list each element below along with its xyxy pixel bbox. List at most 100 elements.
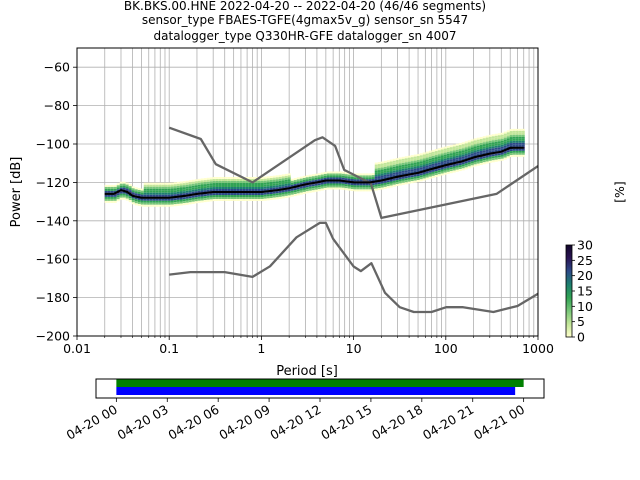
density-cell bbox=[209, 197, 213, 200]
density-cell bbox=[194, 191, 198, 194]
density-cell bbox=[146, 188, 150, 191]
density-cell bbox=[374, 176, 378, 179]
density-cell bbox=[224, 197, 228, 199]
density-cell bbox=[218, 185, 222, 187]
density-cell bbox=[164, 184, 168, 187]
density-cell bbox=[353, 177, 357, 180]
density-cell bbox=[428, 158, 432, 161]
density-cell bbox=[110, 184, 114, 187]
density-cell bbox=[467, 164, 471, 167]
density-cell bbox=[194, 201, 198, 204]
density-cell bbox=[272, 187, 276, 190]
density-cell bbox=[137, 189, 141, 192]
density-cell bbox=[254, 181, 258, 183]
density-cell bbox=[257, 195, 261, 197]
density-cell bbox=[284, 189, 288, 192]
colorbar-tick-label: 25 bbox=[577, 253, 593, 268]
density-cell bbox=[113, 194, 117, 197]
density-cell bbox=[488, 156, 492, 159]
density-cell bbox=[245, 197, 249, 199]
density-cell bbox=[254, 185, 258, 187]
density-cell bbox=[140, 198, 144, 201]
density-cell bbox=[173, 202, 177, 205]
density-cell bbox=[482, 148, 486, 151]
density-cell bbox=[506, 146, 510, 149]
density-cell bbox=[113, 196, 117, 199]
density-cell bbox=[437, 162, 441, 165]
density-cell bbox=[185, 196, 189, 199]
density-cell bbox=[428, 176, 432, 179]
density-cell bbox=[278, 192, 282, 195]
density-cell bbox=[137, 191, 141, 194]
density-cell bbox=[224, 193, 228, 195]
density-cell bbox=[167, 190, 171, 193]
density-cell bbox=[386, 180, 390, 183]
density-cell bbox=[326, 181, 330, 184]
timeline-tick-label: 04-20 06 bbox=[166, 402, 222, 443]
density-cell bbox=[188, 198, 192, 201]
density-cell bbox=[455, 157, 459, 160]
density-cell bbox=[266, 186, 270, 189]
density-cell bbox=[347, 174, 351, 177]
density-cell bbox=[425, 161, 429, 164]
density-cell bbox=[467, 140, 471, 143]
density-cell bbox=[335, 177, 339, 180]
density-cell bbox=[263, 188, 267, 191]
density-cell bbox=[131, 190, 135, 193]
density-cell bbox=[413, 162, 417, 165]
density-cell bbox=[452, 168, 456, 171]
density-cell bbox=[377, 162, 381, 165]
density-cell bbox=[221, 187, 225, 189]
density-cell bbox=[191, 199, 195, 202]
density-cell bbox=[296, 183, 300, 186]
density-cell bbox=[260, 199, 264, 201]
density-cell bbox=[149, 200, 153, 203]
coverage-bar bbox=[116, 379, 524, 387]
density-cell bbox=[173, 190, 177, 193]
density-cell bbox=[458, 163, 462, 166]
density-cell bbox=[476, 139, 480, 142]
density-cell bbox=[377, 168, 381, 171]
density-cell bbox=[371, 177, 375, 180]
timeline-tick-label: 04-20 00 bbox=[64, 402, 120, 443]
density-cell bbox=[197, 194, 201, 197]
density-cell bbox=[392, 168, 396, 171]
density-cell bbox=[239, 185, 243, 187]
density-cell bbox=[245, 199, 249, 201]
density-cell bbox=[158, 190, 162, 193]
density-cell bbox=[209, 199, 213, 202]
density-cell bbox=[452, 158, 456, 161]
density-cell bbox=[146, 184, 150, 187]
density-cell bbox=[362, 177, 366, 180]
density-cell bbox=[215, 189, 219, 191]
density-cell bbox=[461, 164, 465, 167]
density-cell bbox=[446, 155, 450, 158]
density-cell bbox=[212, 193, 216, 196]
density-cell bbox=[479, 146, 483, 149]
density-cell bbox=[419, 163, 423, 166]
density-cell bbox=[374, 172, 378, 175]
density-cell bbox=[494, 139, 498, 142]
density-cell bbox=[389, 179, 393, 182]
density-cell bbox=[416, 178, 420, 181]
density-cell bbox=[425, 173, 429, 176]
density-cell bbox=[464, 141, 468, 144]
density-cell bbox=[455, 155, 459, 158]
density-cell bbox=[317, 183, 321, 186]
density-cell bbox=[149, 188, 153, 191]
density-cell bbox=[455, 143, 459, 146]
density-cell bbox=[386, 182, 390, 185]
density-cell bbox=[206, 181, 210, 184]
density-cell bbox=[269, 194, 273, 197]
density-cell bbox=[473, 164, 477, 167]
timeline-tick-label: 04-20 21 bbox=[420, 402, 476, 443]
density-cell bbox=[323, 187, 327, 190]
density-cell bbox=[470, 165, 474, 168]
density-cell bbox=[146, 200, 150, 203]
density-cell bbox=[398, 183, 402, 186]
density-cell bbox=[125, 196, 129, 199]
density-cell bbox=[179, 183, 183, 186]
density-cell bbox=[413, 166, 417, 169]
x-axis-label: Period [s] bbox=[276, 364, 338, 379]
density-cell bbox=[347, 182, 351, 185]
